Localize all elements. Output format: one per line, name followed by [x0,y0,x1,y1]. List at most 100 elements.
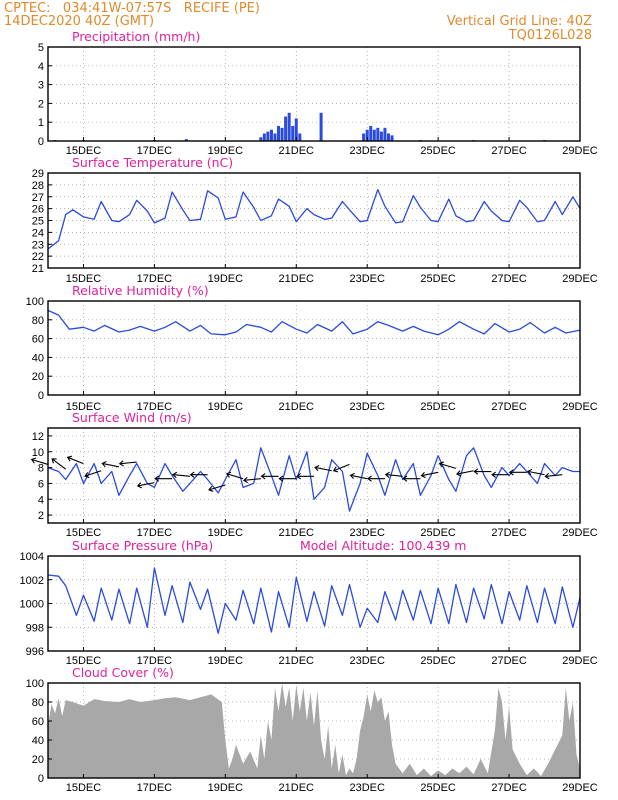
wind-arrow [526,468,545,476]
wind-arrow [242,476,261,484]
y-tick-label: 1002 [20,575,44,587]
x-tick-label: 29DEC [562,655,598,667]
precip-bar [273,133,277,141]
wind-arrow [225,471,244,480]
wind-arrow-head [526,468,533,476]
panel-precip: 0 1 2 3 4 5 15DEC 17DEC 19DEC 21DEC 23DEC 25DEC 27DE… [38,29,598,157]
x-tick-label: 25DEC [420,145,456,157]
x-tick-label: 25DEC [420,527,456,539]
wind-arrow [118,460,137,467]
panel-wind: 2 4 6 8 10 12 15DEC 17DEC 19DEC 21DEC 23DEC 25DEC 27… [30,410,598,539]
panel-title: Precipitation (mm/h) [72,29,200,44]
y-tick-label: 3 [38,80,44,92]
y-tick-label: 23 [32,239,44,251]
wind-arrow-head [278,475,284,482]
precip-bar [280,127,284,141]
precip-bar [284,116,288,141]
x-tick-label: 21DEC [279,527,315,539]
x-tick-label: 25DEC [420,655,456,667]
wind-arrow-head [66,455,73,462]
x-tick-label: 21DEC [279,782,315,794]
x-tick-label: 25DEC [420,401,456,413]
wind-arrow-shaft [314,466,332,472]
precip-bar [372,129,376,141]
panel-title: Surface Pressure (hPa) [72,538,213,553]
precip-bar [362,133,366,141]
wind-arrow-head [384,471,390,479]
wind-arrow-head [367,475,372,482]
x-tick-label: 21DEC [279,401,315,413]
precip-bar [386,133,390,141]
wind-arrow [456,470,474,477]
panel-frame [47,427,581,524]
panel-frame [47,300,581,396]
cloud-area [48,683,580,778]
wind-arrow [172,471,190,479]
x-tick-label: 15DEC [66,782,102,794]
wind-line [47,447,580,512]
y-tick-label: 80 [32,315,44,327]
wind-arrow [384,471,403,479]
y-tick-label: 22 [32,251,44,263]
wind-arrow-head [189,471,195,478]
x-tick-label: 27DEC [491,527,527,539]
pressure-line [47,567,581,634]
wind-arrow-head [508,469,514,476]
x-tick-label: 23DEC [349,401,385,413]
wind-arrow-shaft [84,470,102,477]
precip-bar [319,112,323,141]
wind-arrow-shaft [226,473,244,480]
x-tick-label: 17DEC [137,273,173,285]
x-tick-label: 17DEC [137,782,173,794]
precip-bar [266,131,270,141]
header-date: 14DEC2020 40Z (GMT) [4,14,154,29]
wind-arrow [30,457,49,465]
wind-arrow-head [30,457,37,464]
wind-arrow-head [260,473,266,480]
wind-arrow [438,461,457,469]
y-tick-label: 2 [38,98,44,110]
y-tick-label: 2 [38,510,44,522]
x-tick-label: 21DEC [279,273,315,285]
precip-bar [262,133,266,141]
wind-arrow-shaft [421,471,439,477]
wind-arrow [473,468,492,475]
y-tick-label: 0 [38,136,44,148]
y-tick-label: 21 [32,263,44,275]
y-tick-label: 4 [38,494,44,506]
y-tick-label: 40 [32,735,44,747]
wind-arrow-shaft [527,470,545,476]
x-tick-label: 23DEC [349,273,385,285]
precip-bar [291,125,295,141]
x-tick-label: 27DEC [491,273,527,285]
panel-title: Surface Wind (m/s) [72,410,192,425]
wind-arrow-shaft [67,456,84,465]
y-tick-label: 20 [32,754,44,766]
wind-arrow [314,464,332,472]
y-tick-label: 4 [38,61,44,73]
y-tick-label: 12 [32,431,44,443]
x-tick-label: 27DEC [491,145,527,157]
precip-bar [277,125,281,141]
x-tick-label: 29DEC [562,401,598,413]
wind-arrow [402,475,421,482]
x-tick-label: 19DEC [208,145,244,157]
y-tick-label: 5 [38,42,44,54]
wind-arrow-head [136,482,143,489]
wind-arrow [101,461,120,468]
wind-arrow-shaft [350,474,368,480]
x-tick-label: 19DEC [208,782,244,794]
x-tick-label: 27DEC [491,782,527,794]
x-tick-label: 17DEC [137,527,173,539]
wind-arrow [189,471,208,478]
y-tick-label: 996 [26,646,44,658]
wind-arrow-head [101,461,107,468]
y-tick-label: 60 [32,716,44,728]
x-tick-label: 17DEC [137,145,173,157]
y-tick-label: 80 [32,697,44,709]
wind-arrow-head [456,470,462,477]
header-code: TQ0126L028 [508,28,592,43]
x-tick-label: 29DEC [562,527,598,539]
panel-cloud: 0 20 40 60 80 100 15DEC 17DEC 19DEC 21DEC 23DEC 25D… [26,665,598,794]
